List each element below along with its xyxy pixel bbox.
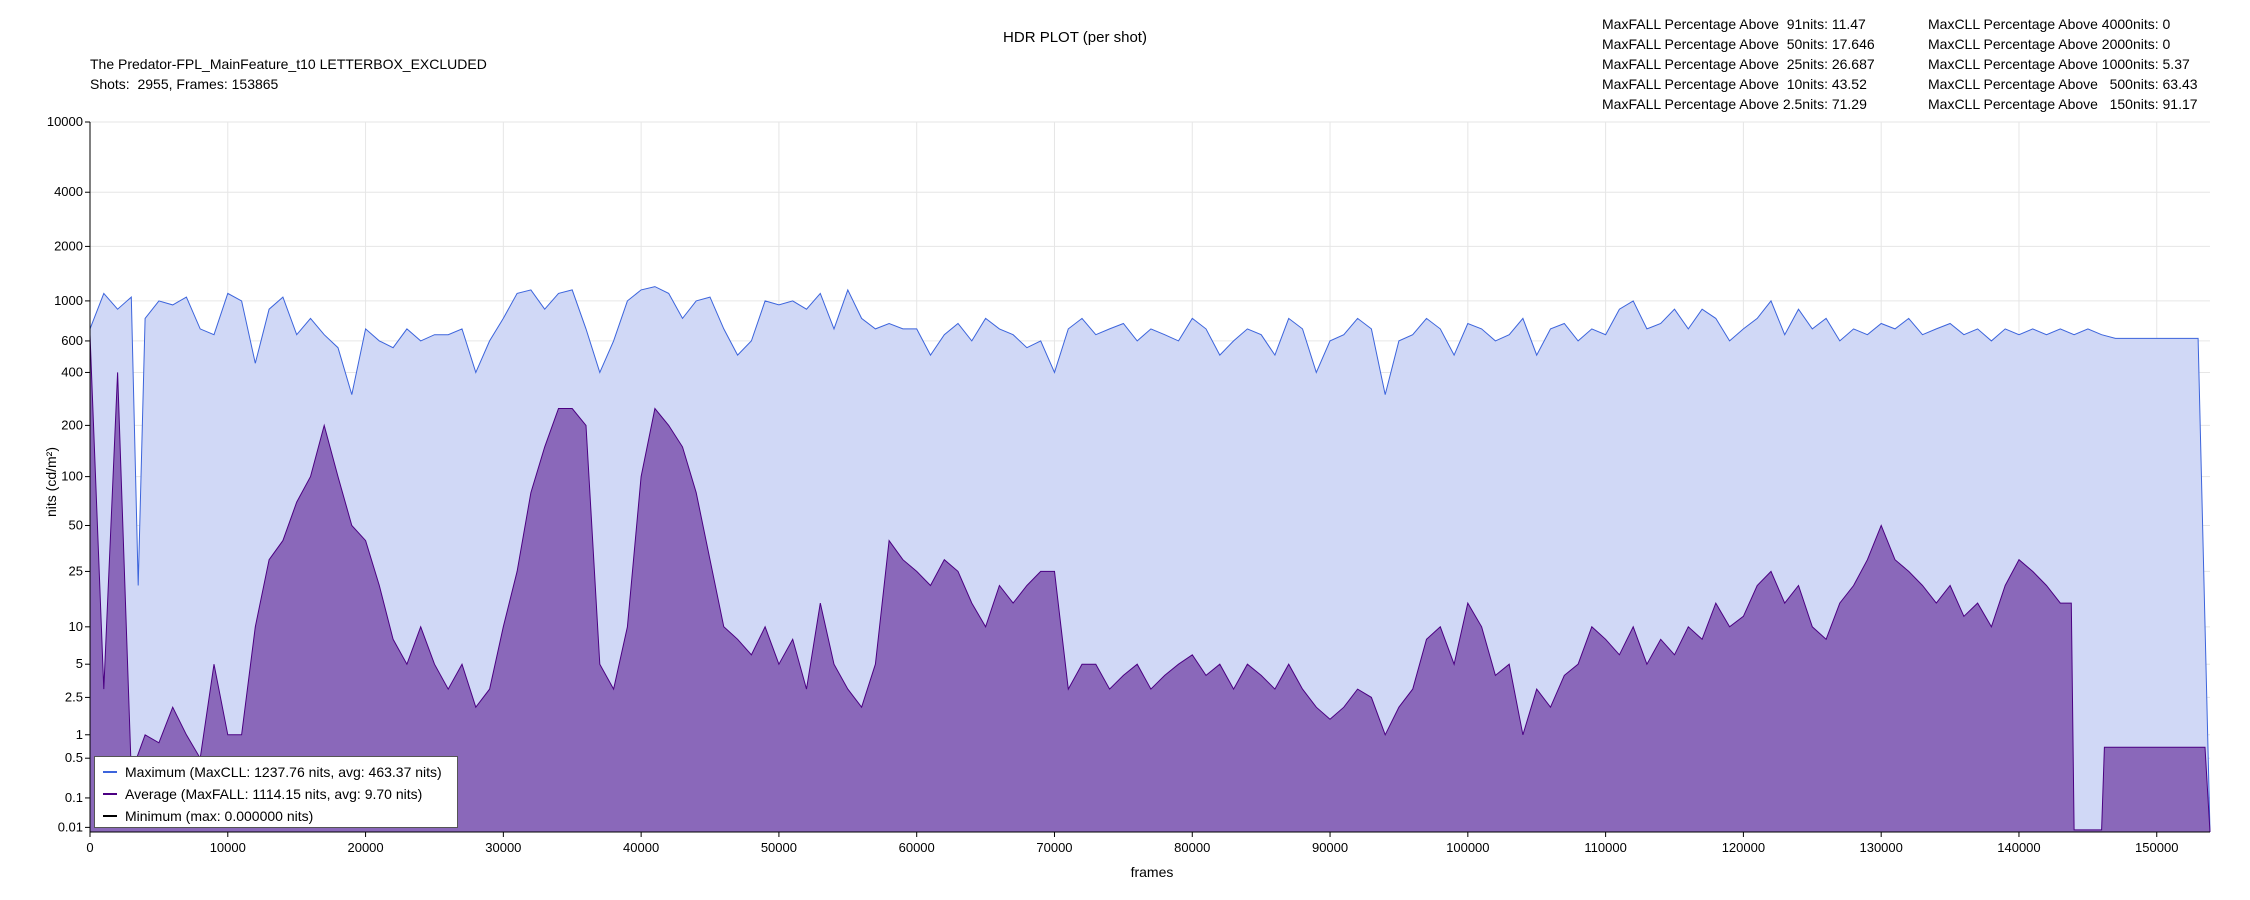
maxcll-stat-line: MaxCLL Percentage Above 500nits: 63.43 (1928, 76, 2198, 92)
y-tick-label: 25 (69, 563, 83, 578)
maxfall-stat-line: MaxFALL Percentage Above 25nits: 26.687 (1602, 56, 1875, 72)
x-tick-label: 100000 (1446, 840, 1489, 855)
y-tick-label: 0.1 (65, 790, 83, 805)
y-tick-label: 600 (61, 333, 83, 348)
maxcll-stat-line: MaxCLL Percentage Above 1000nits: 5.37 (1928, 56, 2190, 72)
y-tick-label: 10000 (47, 114, 83, 129)
x-tick-label: 30000 (485, 840, 521, 855)
y-tick-label: 1000 (54, 293, 83, 308)
y-tick-label: 10 (69, 619, 83, 634)
chart-subtitle-file: The Predator-FPL_MainFeature_t10 LETTERB… (90, 56, 487, 72)
series-layer (89, 286, 2211, 833)
x-tick-label: 20000 (347, 840, 383, 855)
x-tick-label: 10000 (210, 840, 246, 855)
legend-item-maximum: Maximum (MaxCLL: 1237.76 nits, avg: 463.… (103, 761, 449, 783)
y-tick-label: 0.5 (65, 750, 83, 765)
x-tick-label: 110000 (1584, 840, 1626, 855)
y-tick-label: 1 (76, 727, 83, 742)
maxfall-stat-line: MaxFALL Percentage Above 10nits: 43.52 (1602, 76, 1867, 92)
x-tick-label: 0 (86, 840, 93, 855)
y-tick-label: 4000 (54, 184, 83, 199)
maxcll-stat-line: MaxCLL Percentage Above 4000nits: 0 (1928, 16, 2171, 32)
y-tick-label: 2.5 (65, 689, 83, 704)
x-tick-label: 120000 (1722, 840, 1765, 855)
chart-title: HDR PLOT (per shot) (1003, 29, 1147, 46)
legend-item-minimum: Minimum (max: 0.000000 nits) (103, 805, 449, 827)
x-tick-label: 150000 (2135, 840, 2178, 855)
legend-label-average: Average (MaxFALL: 1114.15 nits, avg: 9.7… (125, 786, 423, 802)
chart-subtitle-counts: Shots: 2955, Frames: 153865 (90, 76, 279, 92)
legend-label-minimum: Minimum (max: 0.000000 nits) (125, 808, 314, 824)
series-line-maximum (89, 286, 2211, 833)
maxcll-stat-line: MaxCLL Percentage Above 2000nits: 0 (1928, 36, 2171, 52)
y-axis-label: nits (cd/m²) (43, 447, 59, 517)
x-tick-label: 90000 (1312, 840, 1348, 855)
x-tick-label: 80000 (1174, 840, 1210, 855)
maxfall-stat-line: MaxFALL Percentage Above 2.5nits: 71.29 (1602, 96, 1867, 112)
y-tick-label: 50 (69, 517, 83, 532)
legend-item-average: Average (MaxFALL: 1114.15 nits, avg: 9.7… (103, 783, 449, 805)
y-tick-label: 0.01 (58, 819, 83, 834)
legend-label-maximum: Maximum (MaxCLL: 1237.76 nits, avg: 463.… (125, 764, 442, 780)
x-tick-label: 50000 (761, 840, 797, 855)
series-line-average (89, 334, 2211, 833)
legend: Maximum (MaxCLL: 1237.76 nits, avg: 463.… (94, 756, 458, 828)
maxcll-stats: MaxCLL Percentage Above 4000nits: 0 MaxC… (1928, 14, 2198, 114)
legend-swatch-average (103, 793, 117, 795)
x-tick-label: 140000 (1997, 840, 2040, 855)
axes: 0 10000 20000 30000 40000 50000 60000 70000 8000… (47, 114, 2210, 855)
y-tick-label: 100 (61, 469, 83, 484)
y-tick-label: 2000 (54, 238, 83, 253)
x-tick-label: 60000 (899, 840, 935, 855)
y-tick-label: 400 (61, 364, 83, 379)
y-tick-label: 5 (76, 656, 83, 671)
maxfall-stats: MaxFALL Percentage Above 91nits: 11.47 M… (1602, 14, 1875, 114)
legend-swatch-maximum (103, 771, 117, 773)
x-axis-label: frames (1131, 864, 1174, 880)
x-tick-label: 40000 (623, 840, 659, 855)
y-tick-label: 200 (61, 417, 83, 432)
x-tick-label: 130000 (1859, 840, 1902, 855)
maxcll-stat-line: MaxCLL Percentage Above 150nits: 91.17 (1928, 96, 2198, 112)
maxfall-stat-line: MaxFALL Percentage Above 50nits: 17.646 (1602, 36, 1875, 52)
x-tick-label: 70000 (1036, 840, 1072, 855)
maxfall-stat-line: MaxFALL Percentage Above 91nits: 11.47 (1602, 16, 1866, 32)
legend-swatch-minimum (103, 815, 117, 817)
series-area-average (90, 334, 2210, 832)
